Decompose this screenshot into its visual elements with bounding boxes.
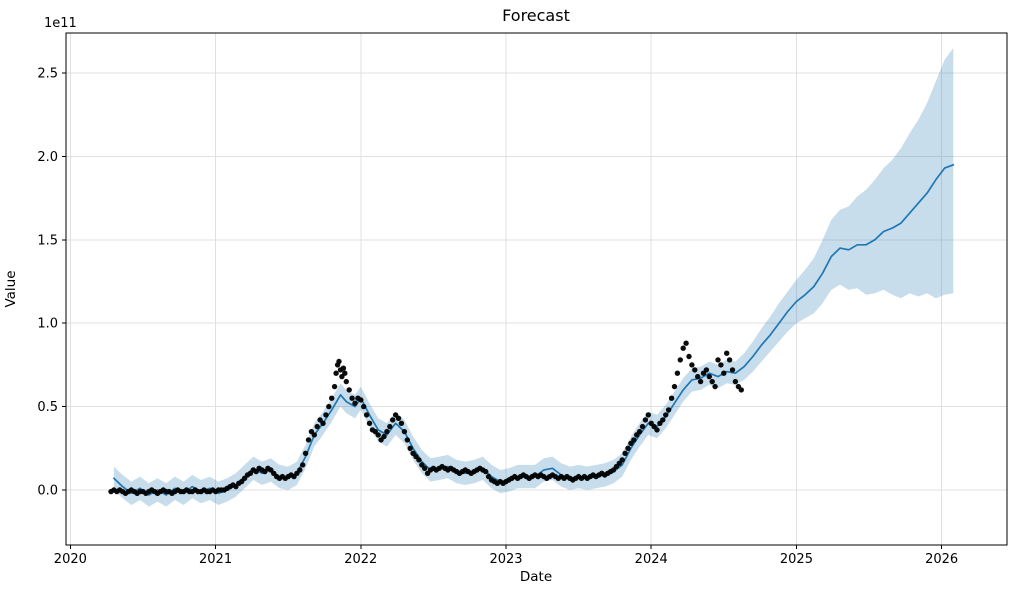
observed-point [668, 395, 675, 401]
y-axis-label: Value [3, 270, 19, 307]
axis-ticks [62, 72, 943, 549]
observed-point [639, 423, 646, 430]
x-tick-label: 2021 [199, 552, 232, 567]
observed-point [683, 340, 689, 346]
observed-point [349, 395, 355, 401]
x-tick-label: 2024 [635, 552, 668, 567]
forecast-line-path [113, 163, 955, 496]
observed-point [619, 457, 625, 463]
observed-point [320, 420, 326, 426]
observed-point [663, 412, 669, 418]
observed-point [671, 383, 678, 390]
observed-point [314, 423, 320, 430]
observed-point [677, 357, 683, 363]
observed-point [709, 378, 715, 385]
observed-point [302, 450, 309, 456]
observed-point [738, 387, 744, 393]
observed-point [300, 462, 306, 468]
observed-point [665, 407, 672, 413]
observed-point [311, 432, 317, 438]
observed-point [732, 378, 739, 385]
observed-point [390, 417, 396, 423]
observed-point [674, 370, 681, 376]
observed-point [336, 358, 342, 365]
observed-point [422, 465, 428, 471]
x-tick-label: 2026 [925, 552, 958, 567]
observed-point [305, 437, 312, 443]
observed-point [395, 415, 402, 421]
plot-border [65, 32, 1008, 546]
forecast-line [113, 163, 955, 496]
observed-point [297, 467, 303, 473]
observed-point [401, 428, 408, 435]
observed-point [642, 417, 649, 423]
x-tick-label: 2023 [489, 552, 522, 567]
observed-point [636, 428, 643, 435]
observed-point [384, 428, 390, 435]
y-tick-label: 1.5 [37, 233, 58, 248]
observed-point [680, 345, 686, 351]
observed-point [381, 433, 387, 440]
y-tick-label: 2.5 [37, 67, 58, 82]
y-tick-label: 2.0 [37, 150, 58, 165]
observed-point [721, 370, 727, 376]
observed-point [660, 417, 666, 423]
observed-point [363, 412, 370, 418]
observed-point [625, 445, 631, 451]
observed-point [686, 353, 692, 360]
observed-point [718, 362, 724, 368]
observed-point [631, 437, 637, 443]
x-tick-label: 2022 [344, 552, 377, 567]
observed-point [331, 383, 338, 390]
observed-point [703, 367, 710, 373]
y-tick-label: 1.0 [37, 317, 58, 332]
uncertainty-band-area [113, 48, 954, 507]
observed-point [326, 403, 332, 410]
observed-point [323, 412, 329, 418]
observed-point [622, 450, 628, 456]
observed-point [407, 445, 413, 451]
observed-point [333, 370, 339, 376]
x-tick-label: 2025 [780, 552, 813, 567]
observed-point [689, 362, 695, 368]
observed-point [361, 403, 367, 410]
observed-point [724, 350, 730, 356]
y-tick-label: 0.0 [37, 483, 58, 498]
observed-point [645, 412, 651, 418]
observed-point [358, 397, 364, 403]
observed-point [692, 367, 698, 373]
observed-point [375, 432, 381, 438]
observed-point [342, 370, 348, 376]
uncertainty-band [113, 48, 954, 507]
observed-point [697, 378, 704, 385]
observed-point [387, 423, 393, 430]
y-offset-label: 1e11 [44, 16, 77, 31]
observed-point [654, 427, 660, 433]
chart-title: Forecast [502, 6, 570, 25]
observed-point [416, 457, 422, 463]
observed-point [404, 437, 410, 443]
observed-point [729, 367, 736, 373]
observed-point [726, 357, 733, 363]
observed-point [712, 383, 718, 390]
y-tick-label: 0.5 [37, 400, 58, 415]
observed-point [352, 400, 358, 406]
observed-point [340, 365, 347, 371]
observed-points [108, 340, 744, 496]
observed-point [329, 395, 335, 401]
x-axis-label: Date [520, 569, 552, 585]
observed-point [343, 378, 349, 385]
observed-point [366, 420, 373, 426]
observed-point [483, 468, 489, 475]
axis-tick-labels: 2020 2021 2022 2023 2024 2025 2026 0.0 0.5 1.0 1.5… [37, 67, 958, 567]
observed-point [695, 373, 701, 380]
observed-point [715, 357, 721, 363]
observed-point [346, 387, 352, 393]
observed-point [706, 373, 712, 380]
grid-lines [66, 33, 1007, 545]
x-tick-label: 2020 [54, 552, 87, 567]
observed-point [398, 420, 405, 426]
